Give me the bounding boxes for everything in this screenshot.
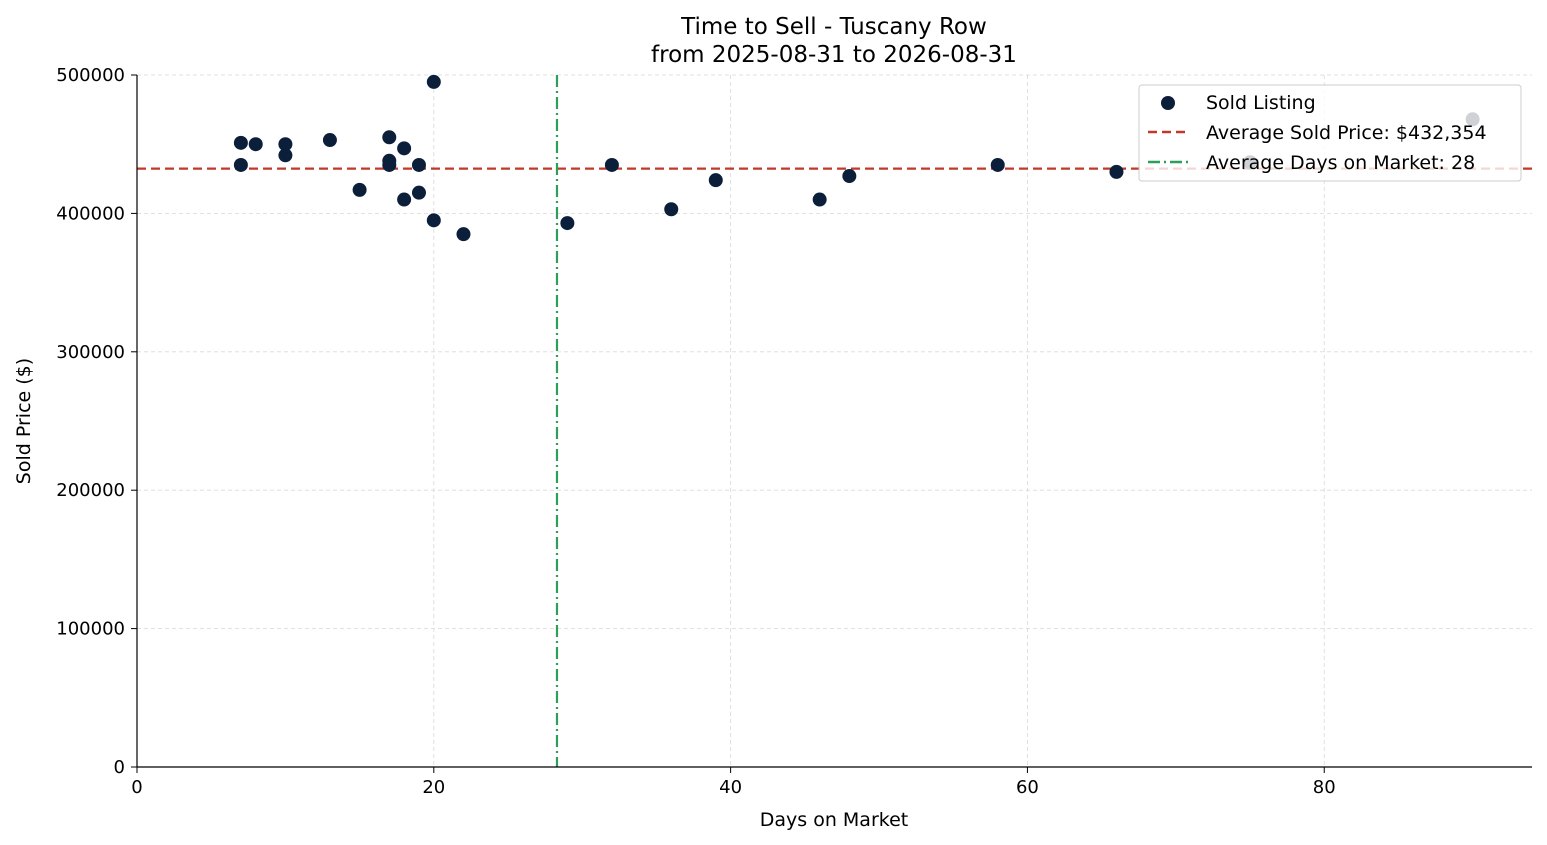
data-point [397,141,412,156]
data-point [560,216,575,231]
data-point [426,213,441,228]
y-tick-label: 0 [114,757,125,778]
data-point [1109,164,1124,179]
x-axis-label: Days on Market [760,809,908,831]
x-tick-label: 60 [1016,777,1039,798]
legend: Sold Listing Average Sold Price: $432,35… [1138,84,1522,182]
data-point [382,157,397,172]
data-point [990,157,1005,172]
data-points [233,74,1480,242]
data-point [812,192,827,207]
y-tick-label: 400000 [56,203,125,224]
x-tick-label: 80 [1313,777,1336,798]
y-axis-label: Sold Price ($) [13,358,35,484]
legend-box [1138,84,1522,182]
legend-label-sold-listing: Sold Listing [1206,92,1316,114]
y-tick-label: 500000 [56,65,125,86]
legend-label-average-price: Average Sold Price: $432,354 [1206,122,1487,144]
y-tick-label: 100000 [56,619,125,640]
data-point [411,185,426,200]
legend-label-average-days: Average Days on Market: 28 [1206,152,1475,174]
chart-subtitle: from 2025-08-31 to 2026-08-31 [651,42,1017,68]
data-point [411,157,426,172]
data-point [708,173,723,188]
data-point [248,137,263,152]
data-point [664,202,679,217]
x-tick-label: 20 [422,777,445,798]
data-point [278,137,293,152]
axes [136,75,1532,768]
data-point [397,192,412,207]
data-point [233,157,248,172]
y-tick-label: 200000 [56,480,125,501]
x-tick-label: 0 [131,777,142,798]
data-point [278,148,293,163]
data-point [604,157,619,172]
x-tick-label: 40 [719,777,742,798]
data-point [456,227,471,242]
grid [137,74,1532,767]
data-point [842,169,857,184]
data-point [382,130,397,145]
data-point [233,135,248,150]
data-point [426,74,441,89]
data-point [322,133,337,148]
data-point [352,182,367,197]
legend-marker-sold-listing [1161,96,1175,110]
ticks: 0 100000 200000 300000 400000 500000 0 20 40 60 80 [56,65,1335,798]
chart-title: Time to Sell - Tuscany Row [680,14,987,40]
y-tick-label: 300000 [56,342,125,363]
